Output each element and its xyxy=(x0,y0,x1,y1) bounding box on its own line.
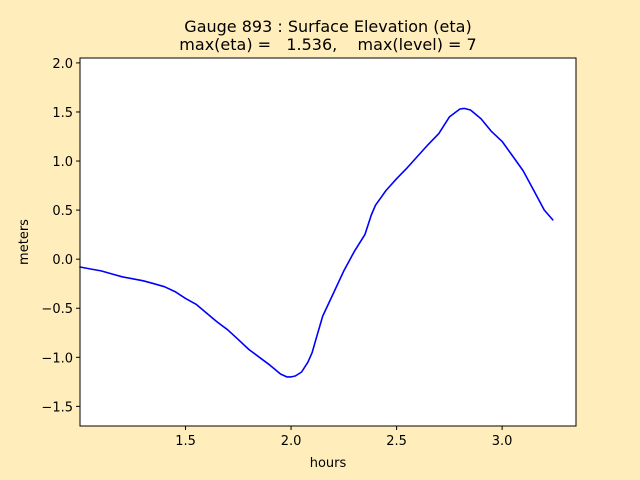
y-tick-label: 1.5 xyxy=(52,106,73,121)
series-line xyxy=(79,107,554,378)
series-group xyxy=(79,107,554,378)
x-tick-label: 2.0 xyxy=(281,434,302,449)
x-tick-label: 3.0 xyxy=(492,434,513,449)
y-tick-label: −1.5 xyxy=(41,400,73,415)
y-tick-label: 1.0 xyxy=(52,155,73,170)
y-tick-label: −1.0 xyxy=(41,351,73,366)
y-axis-label: meters xyxy=(17,219,32,265)
x-tick-label: 2.5 xyxy=(386,434,407,449)
x-axis-label: hours xyxy=(310,456,347,471)
chart-subtitle: max(eta) = 1.536, max(level) = 7 xyxy=(179,35,476,54)
y-tick-label: 0.0 xyxy=(52,253,73,268)
y-ticks: −1.5 −1.0 −0.5 0.0 0.5 1.0 1.5 2.0 xyxy=(41,57,80,415)
y-tick-label: 0.5 xyxy=(52,204,73,219)
plot-frame xyxy=(79,57,577,427)
chart-title: Gauge 893 : Surface Elevation (eta) xyxy=(184,17,471,36)
plot-area xyxy=(80,58,576,426)
y-tick-label: 2.0 xyxy=(52,57,73,72)
y-tick-label: −0.5 xyxy=(41,302,73,317)
x-ticks: 1.5 2.0 2.5 3.0 xyxy=(175,426,512,449)
x-tick-label: 1.5 xyxy=(175,434,196,449)
